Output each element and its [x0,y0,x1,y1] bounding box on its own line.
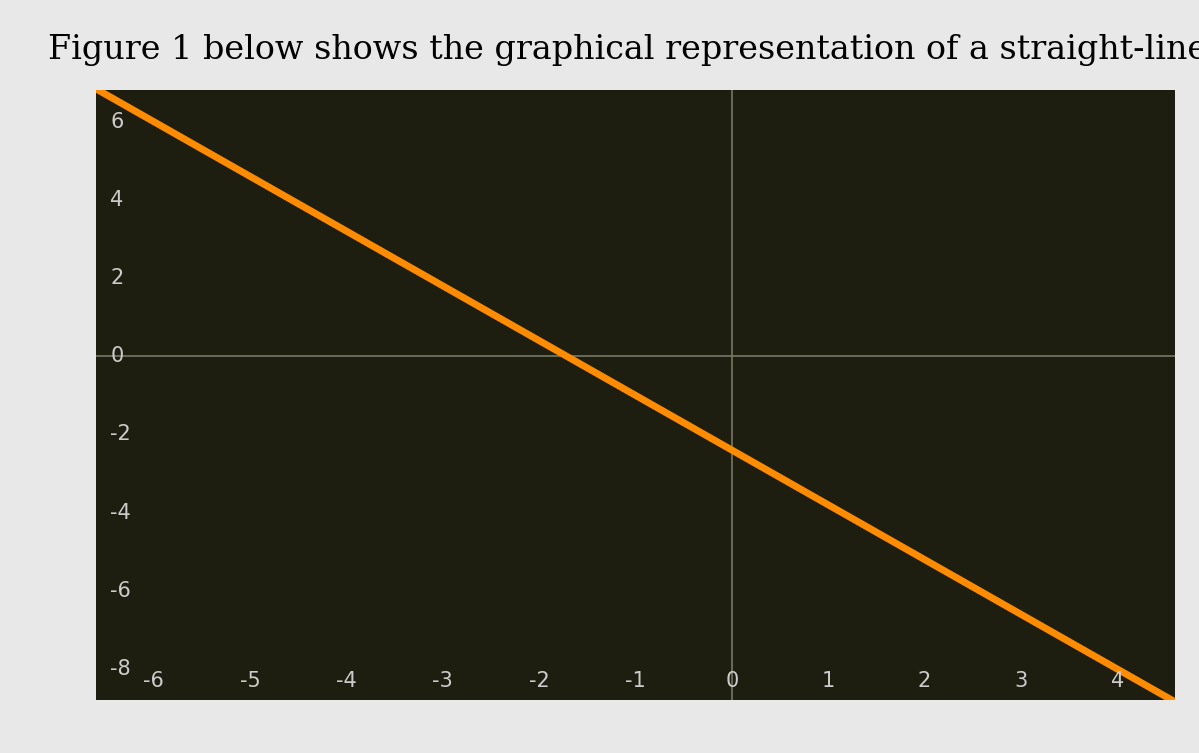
Text: 2: 2 [110,268,123,288]
Text: -5: -5 [240,670,260,691]
Text: -3: -3 [433,670,453,691]
Text: 0: 0 [725,670,739,691]
Text: 4: 4 [110,190,123,210]
Text: -6: -6 [144,670,164,691]
Text: 0: 0 [110,346,123,366]
Text: 6: 6 [110,111,123,132]
Text: 3: 3 [1014,670,1028,691]
Text: -1: -1 [625,670,646,691]
Text: 4: 4 [1110,670,1123,691]
Text: -2: -2 [110,425,131,444]
Text: -6: -6 [110,581,131,601]
Text: 1: 1 [821,670,835,691]
Text: -2: -2 [529,670,549,691]
Text: Figure 1 below shows the graphical representation of a straight-line: Figure 1 below shows the graphical repre… [48,34,1199,66]
Text: -8: -8 [110,659,131,679]
Text: 2: 2 [918,670,932,691]
Text: -4: -4 [110,502,131,523]
Text: -4: -4 [336,670,357,691]
